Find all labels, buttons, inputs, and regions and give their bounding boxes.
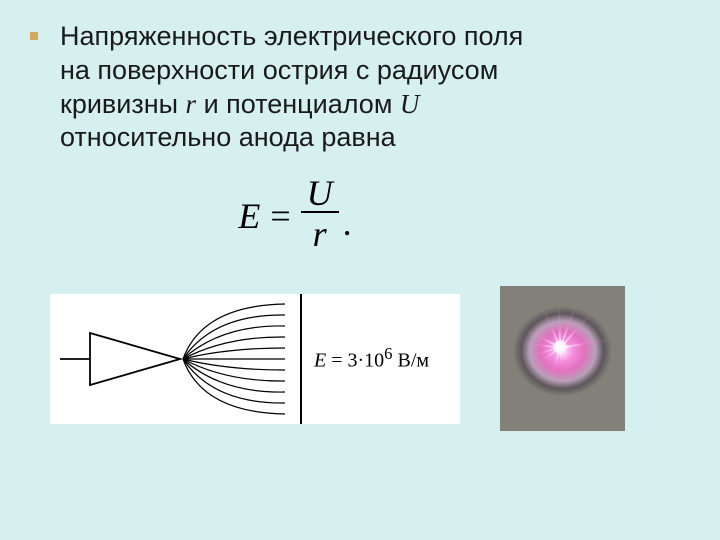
text-part-1: Напряженность электрического поля [60, 21, 523, 51]
text-part-3a: кривизны [60, 89, 186, 119]
field-diagram-svg [50, 294, 300, 424]
discharge-photo [500, 286, 625, 431]
bottom-row: E = 3·106 В/м [30, 286, 680, 431]
var-u: U [400, 89, 420, 119]
formula: E = U r . [238, 175, 351, 256]
field-diagram [50, 294, 300, 424]
threshold-box: E = 3·106 В/м [300, 294, 460, 424]
text-part-3b: и потенциалом [196, 89, 400, 119]
formula-numerator: U [301, 175, 339, 213]
spark-ray [524, 347, 560, 358]
spark-ray [559, 303, 576, 348]
main-text-block: Напряженность электрического поля на пов… [60, 20, 680, 155]
formula-period: . [343, 202, 352, 244]
formula-fraction: U r [301, 175, 339, 256]
formula-block: E = U r . [30, 175, 680, 256]
threshold-text: E = 3·106 В/м [314, 344, 429, 373]
threshold-vline [300, 294, 302, 424]
threshold-exp: 6 [384, 344, 392, 363]
formula-lhs: E [238, 195, 260, 237]
text-part-2: на поверхности острия с радиусом [60, 55, 498, 85]
threshold-eq: = 3·10 [326, 350, 384, 372]
threshold-var: E [314, 350, 326, 372]
paragraph: Напряженность электрического поля на пов… [60, 20, 680, 155]
formula-denominator: r [307, 213, 333, 256]
formula-eq: = [270, 195, 290, 237]
var-r: r [186, 89, 197, 119]
threshold-unit: В/м [393, 350, 430, 372]
bullet-marker [30, 32, 38, 40]
text-part-4: относительно анода равна [60, 122, 396, 152]
